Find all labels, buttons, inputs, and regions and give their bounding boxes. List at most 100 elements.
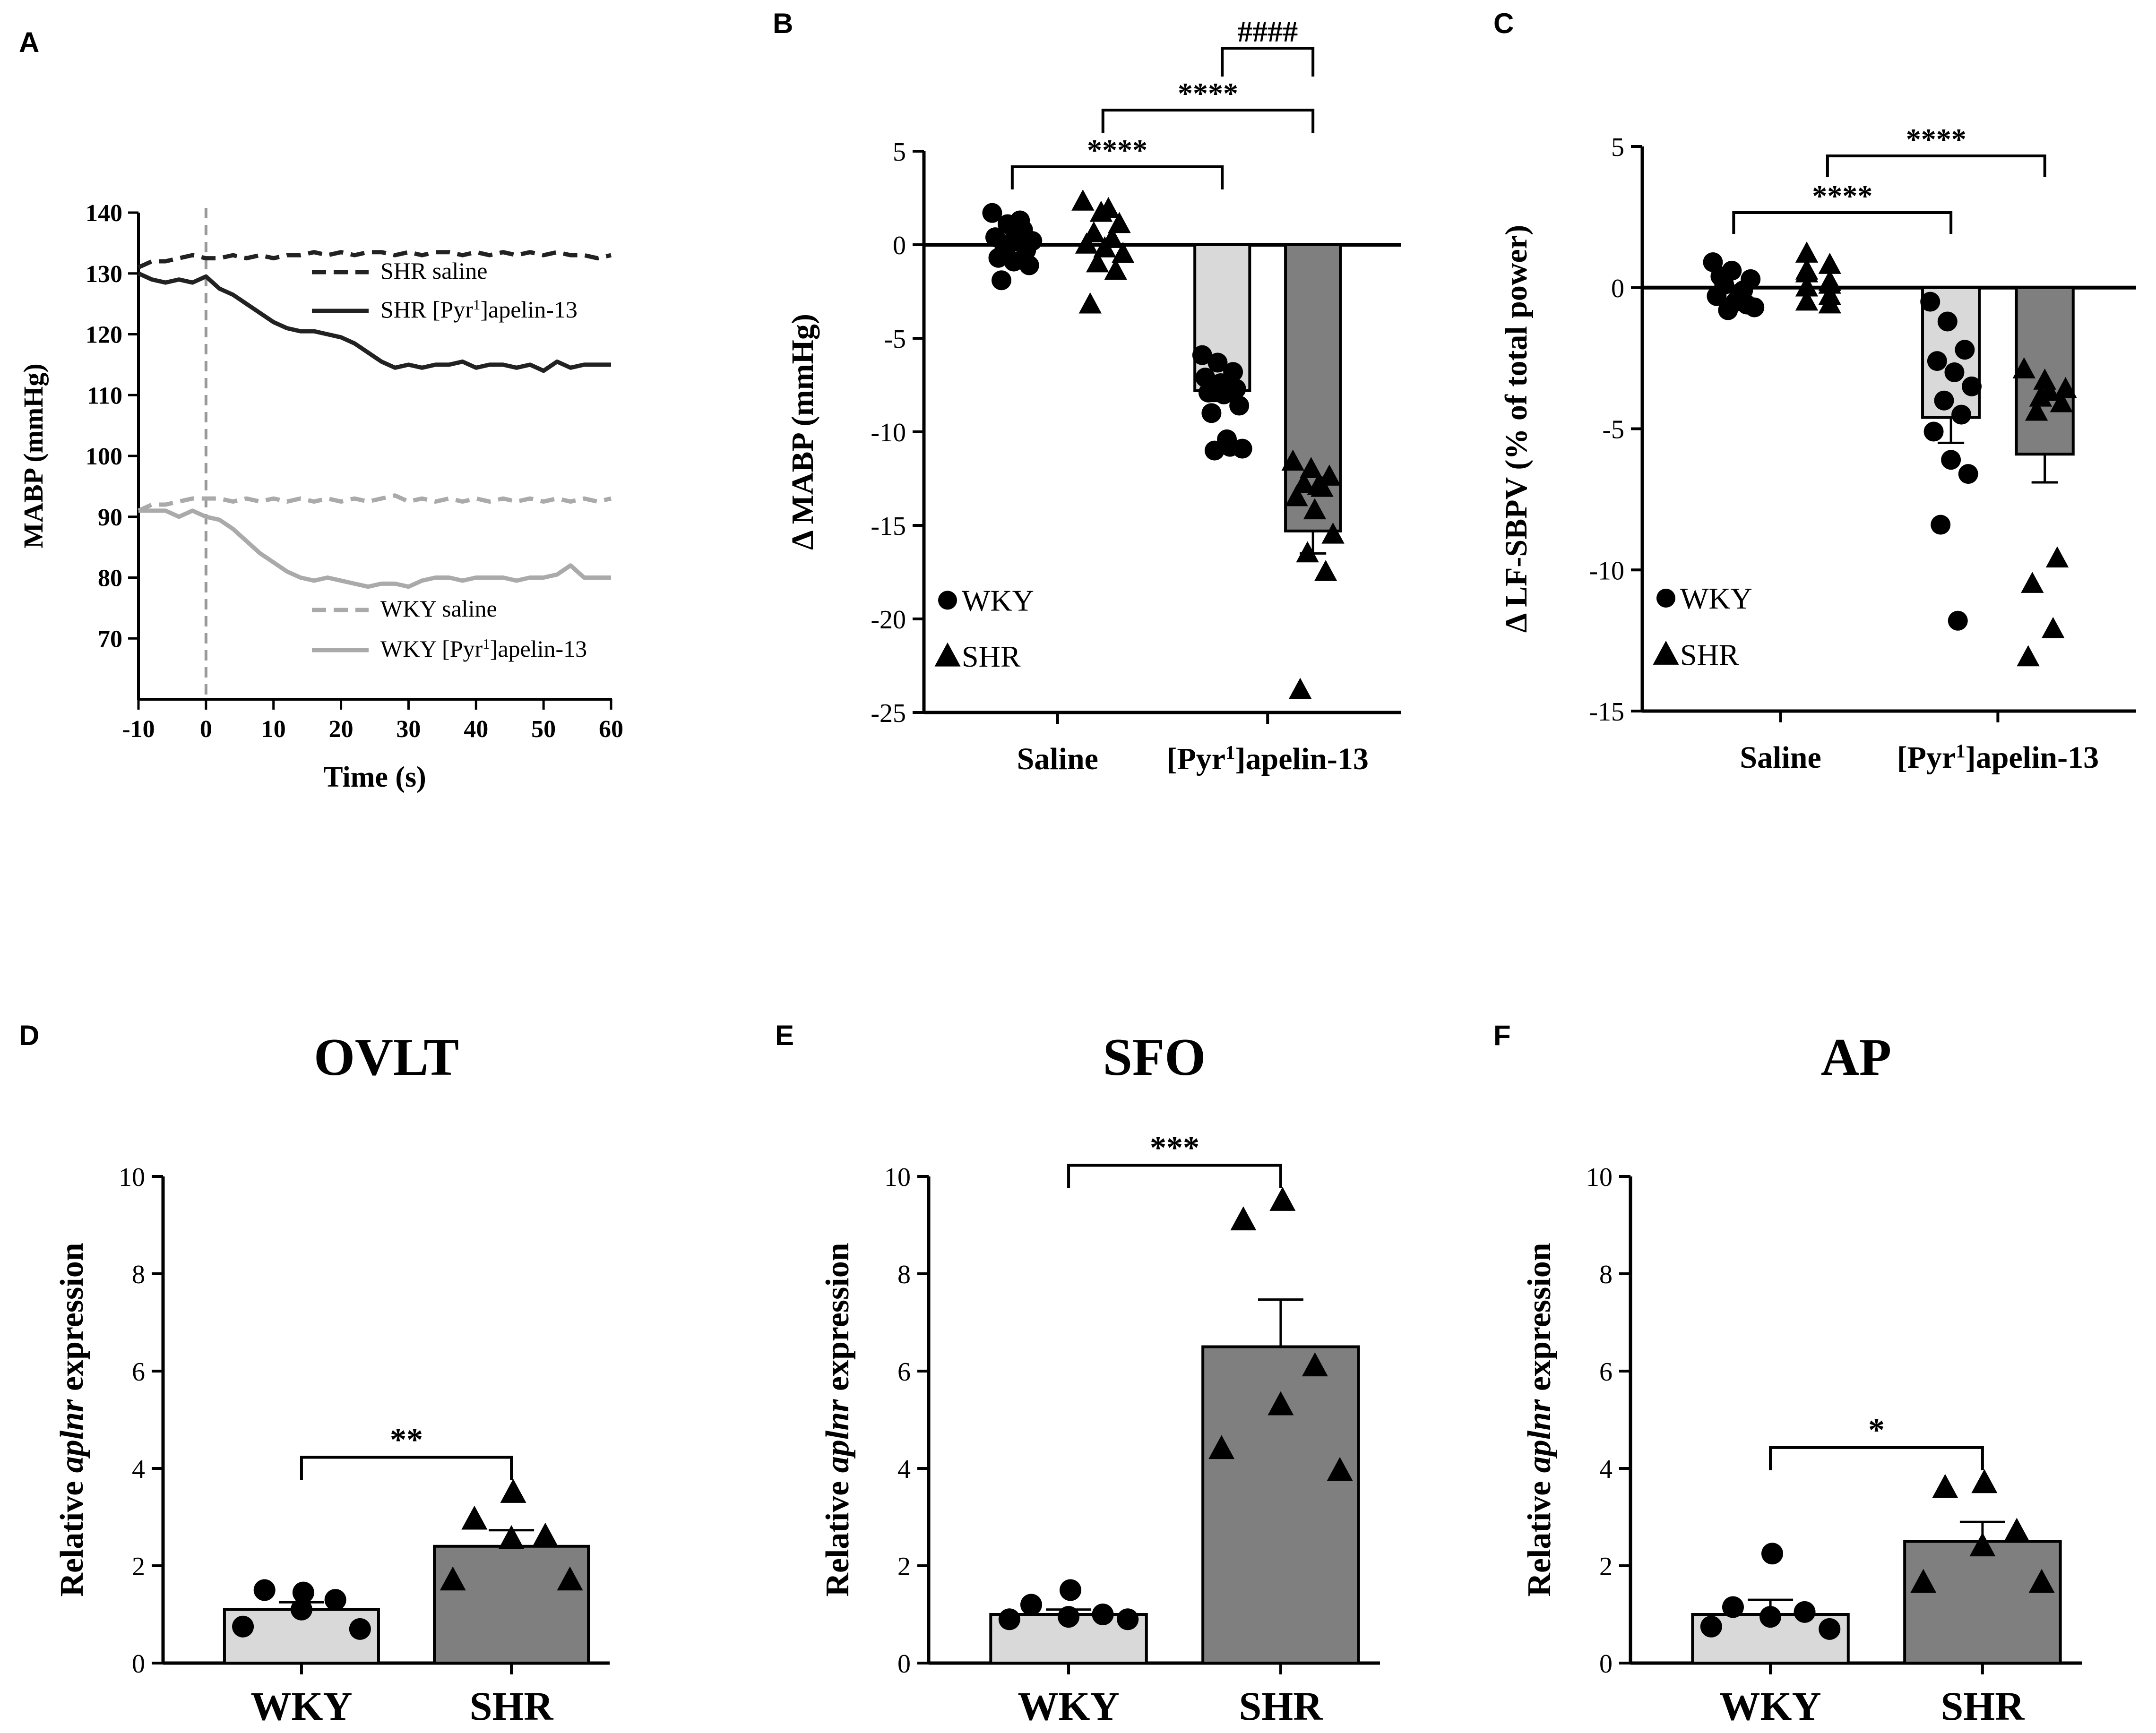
panel-E-title: SFO [1103, 1028, 1206, 1087]
panel-A-x-tick-label: 30 [396, 716, 421, 743]
panel-A-y-tick-label: 110 [87, 382, 122, 409]
panel-E-point-SHR [1268, 1391, 1294, 1416]
panel-E-sig-bracket [1067, 1164, 1282, 1188]
panel-C-point-SHR [1795, 241, 1819, 263]
panel-C-point-WKY [1948, 610, 1968, 631]
panel-B-sig-1-label: **** [1087, 133, 1147, 167]
panel-B-point-SHR [1281, 449, 1304, 471]
panel-E-category-label-0: WKY [1018, 1683, 1120, 1729]
panel-C-category-label-0: Saline [1740, 740, 1821, 775]
panel-E-point-SHR [1327, 1457, 1353, 1481]
panel-D-point-WKY [290, 1598, 312, 1621]
panel-B-point-WKY [1198, 382, 1218, 403]
panel-C-y-tick-label: 0 [1611, 274, 1624, 303]
panel-C-point-WKY [1937, 311, 1958, 332]
panel-D-point-SHR [498, 1525, 525, 1549]
panel-E-point-SHR [1269, 1187, 1296, 1211]
panel-D-sig-bracket [300, 1456, 513, 1480]
panel-B-point-SHR [1296, 541, 1319, 563]
panel-F-y-tick-label: 2 [1599, 1552, 1613, 1581]
panel-F-point-WKY [1761, 1543, 1784, 1565]
panel-C-point-WKY [1944, 362, 1965, 382]
panel-B-point-WKY [994, 238, 1015, 258]
panel-B-point-WKY [1022, 231, 1043, 251]
panel-E-y-tick-label: 4 [897, 1455, 911, 1484]
panel-C-y-tick-label: -5 [1602, 415, 1624, 445]
panel-C-point-SHR [1795, 258, 1819, 280]
panel-F-y-tick-label: 6 [1599, 1357, 1613, 1387]
panel-D-point-WKY [349, 1618, 371, 1640]
panel-F-point-WKY [1759, 1606, 1782, 1628]
panel-C-point-SHR [2017, 645, 2040, 667]
panel-B-sig-2-bracket [1101, 109, 1315, 133]
panel-B-point-WKY [1204, 440, 1225, 461]
panel-C-point-SHR [2037, 379, 2061, 401]
panel-B-category-label-0: Saline [1017, 742, 1098, 776]
panel-C-y-label: Δ LF-SBPV (% of total power) [1499, 225, 1534, 633]
panel-A-y-tick-label: 140 [86, 200, 122, 227]
panel-F-point-SHR [1969, 1532, 1996, 1557]
panel-A-y-tick-label: 130 [86, 261, 122, 288]
panel-C-y-tick-label: -10 [1589, 556, 1624, 585]
panel-C-point-WKY [1934, 390, 1954, 411]
panel-D-y-tick-label: 6 [132, 1357, 145, 1387]
panel-A-x-tick-label: 50 [531, 716, 556, 743]
panel-B-legend-wky: WKY [962, 583, 1034, 617]
panel-E-point-WKY [1060, 1579, 1082, 1601]
panel-C-point-WKY [1931, 515, 1951, 535]
panel-B-point-SHR [1288, 678, 1312, 699]
panel-F-point-WKY [1794, 1601, 1816, 1623]
panel-C-legend-wky: WKY [1680, 582, 1752, 615]
panel-C-point-WKY [1710, 266, 1731, 286]
panel-C-point-WKY [1920, 292, 1940, 312]
panel-A-legend-label-3: WKY [Pyr1]apelin-13 [380, 635, 587, 662]
panel-A-x-tick-label: 60 [599, 716, 623, 743]
panel-B-point-WKY [1195, 368, 1216, 388]
panel-B-point-SHR [1078, 292, 1102, 314]
panel-C-legend-shr: SHR [1680, 638, 1739, 672]
panel-B-y-tick-label: -15 [871, 512, 906, 541]
panel-B-sig-3-bracket [1221, 47, 1315, 77]
panel-B-point-SHR [1292, 472, 1316, 493]
panel-D-point-WKY [253, 1579, 276, 1601]
panel-C-sig-1-bracket [1732, 211, 1953, 234]
panel-C-point-SHR [1818, 292, 1841, 314]
panel-A-y-tick-label: 70 [98, 626, 122, 652]
panel-E-y-tick-label: 0 [897, 1649, 911, 1679]
panel-D-y-tick-label: 10 [119, 1163, 145, 1192]
panel-A-y-label: MABP (mmHg) [18, 363, 49, 548]
panel-B-sig-1-bracket [1010, 165, 1224, 189]
panel-C-point-WKY [1729, 283, 1750, 303]
panel-E-category-label-1: SHR [1239, 1683, 1323, 1729]
panel-B-point-SHR [1097, 197, 1120, 218]
panel-A-series-0 [138, 250, 612, 269]
panel-E-sig-label: *** [1150, 1130, 1199, 1167]
panel-C-point-SHR [2050, 391, 2073, 412]
panel-F-point-SHR [1910, 1569, 1937, 1593]
panel-C-y-tick-label: 5 [1611, 133, 1624, 162]
panel-F-point-WKY [1819, 1618, 1841, 1640]
panel-A-y-tick-label: 120 [86, 322, 122, 349]
panel-B-point-SHR [1307, 473, 1330, 495]
panel-B-point-WKY [1229, 395, 1250, 416]
panel-F-y-tick-label: 4 [1599, 1455, 1613, 1484]
panel-D-point-WKY [232, 1615, 254, 1638]
panel-B-point-WKY [1220, 437, 1240, 457]
panel-A-x-tick-label: 40 [464, 716, 488, 743]
panel-C-point-WKY [1941, 450, 1961, 470]
panel-C-letter: C [1493, 8, 1514, 39]
panel-E-point-WKY [1058, 1606, 1080, 1628]
panel-A-x-tick-label: 0 [200, 716, 212, 743]
panel-B-category-label-1: [Pyr1]apelin-13 [1167, 742, 1369, 777]
panel-A-x-tick-label: -10 [122, 716, 155, 743]
panel-E-y-label: Relative aplnr expression [819, 1243, 856, 1596]
panel-E-point-SHR [1208, 1435, 1235, 1459]
panel-D-point-WKY [292, 1581, 314, 1604]
panel-A-series-1 [138, 271, 611, 373]
panel-D-y-tick-label: 8 [132, 1260, 145, 1289]
panel-B-y-tick-label: -25 [871, 699, 906, 728]
panel-E-point-SHR [1230, 1206, 1257, 1231]
panel-B-point-WKY [982, 203, 1002, 223]
panel-C-point-WKY [1927, 351, 1947, 371]
panel-C-point-SHR [2012, 357, 2035, 378]
